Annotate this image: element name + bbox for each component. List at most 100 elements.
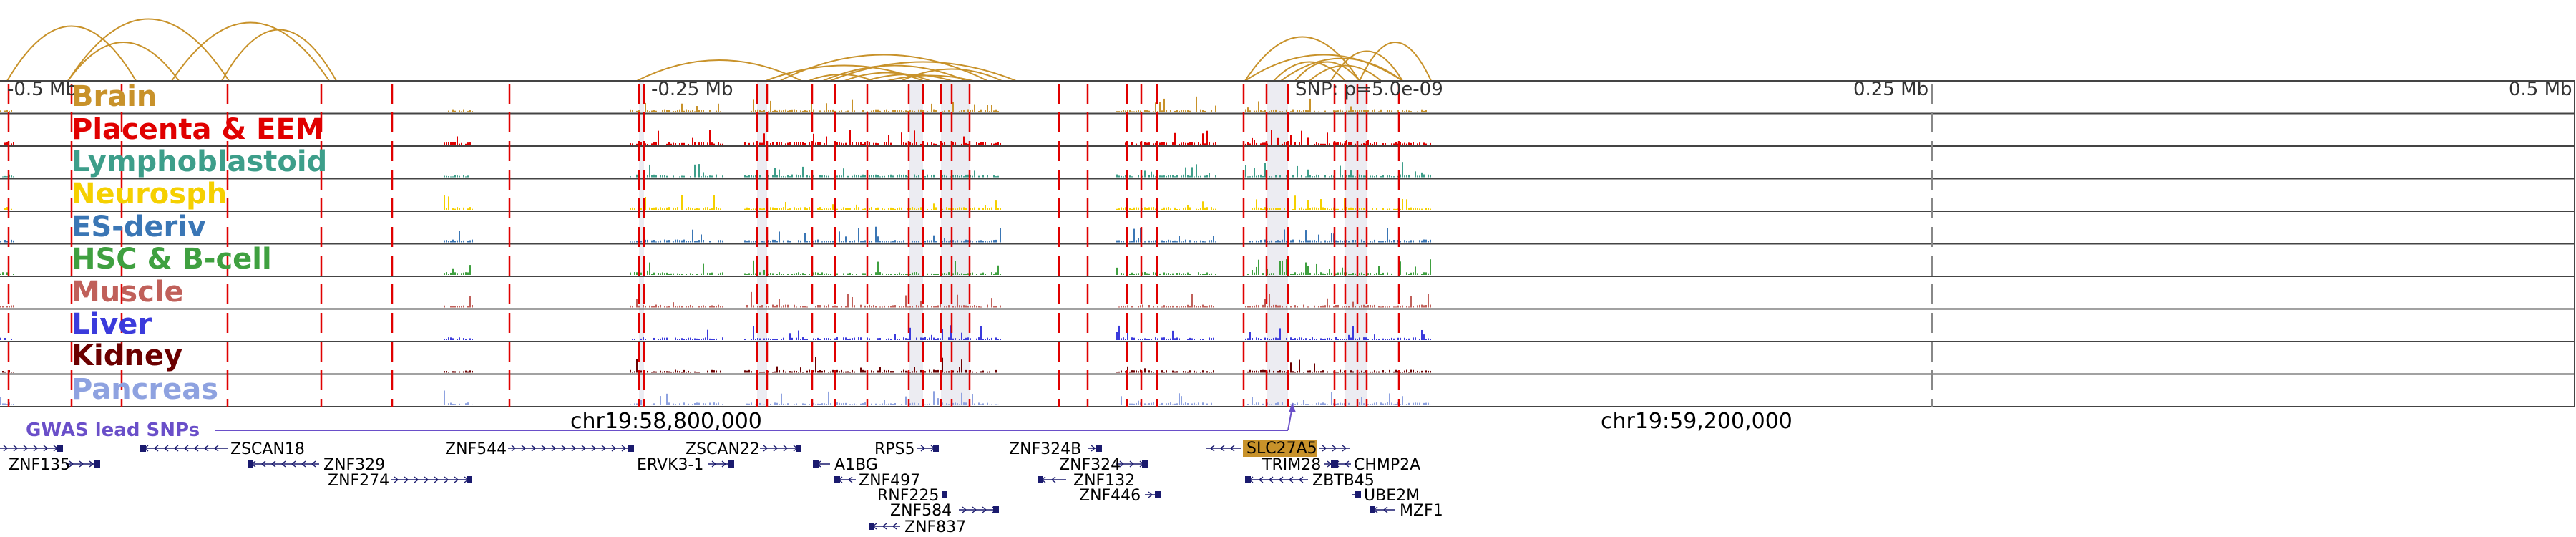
- signal-peak: [841, 110, 842, 112]
- gene-ube2m[interactable]: UBE2M: [1352, 487, 1420, 505]
- signal-peak: [688, 143, 689, 145]
- gene-mzf1[interactable]: MZF1: [1370, 502, 1443, 520]
- signal-peak: [1185, 142, 1186, 145]
- gene-ervk3-1[interactable]: ERVK3-1: [637, 456, 734, 474]
- gene-znf324b[interactable]: ZNF324B: [1009, 440, 1102, 458]
- signal-peak: [774, 371, 776, 373]
- signal-peak: [4, 208, 6, 210]
- signal-peak: [781, 142, 782, 145]
- gene-znf497[interactable]: ZNF497: [834, 472, 920, 490]
- signal-peak: [852, 296, 853, 308]
- signal-peak: [1249, 241, 1251, 243]
- signal-peak: [711, 272, 713, 275]
- signal-peak: [2, 370, 4, 373]
- signal-peak: [978, 142, 980, 145]
- signal-peak: [1209, 305, 1210, 308]
- signal-peak: [1376, 272, 1377, 275]
- gene-exon: [728, 460, 734, 468]
- signal-peak: [467, 142, 469, 145]
- signal-peak: [1309, 208, 1311, 210]
- signal-peak: [1425, 239, 1427, 243]
- signal-peak: [720, 143, 721, 145]
- gene-znf544[interactable]: ZNF544: [445, 440, 634, 458]
- gene-a1bg[interactable]: A1BG: [813, 456, 878, 474]
- gene-zbtb45[interactable]: ZBTB45: [1245, 472, 1375, 490]
- signal-peak: [927, 305, 928, 308]
- signal-peak: [1389, 239, 1390, 243]
- gene-zscan18[interactable]: ZSCAN18: [140, 440, 305, 458]
- gene-exon: [140, 445, 146, 452]
- signal-peak: [935, 306, 937, 308]
- gene-znf135[interactable]: ZNF135: [9, 456, 100, 474]
- signal-peak: [972, 109, 973, 112]
- signal-peak: [679, 240, 680, 243]
- signal-peak: [720, 240, 721, 243]
- signal-peak: [1133, 274, 1135, 275]
- signal-peak: [967, 306, 969, 308]
- signal-peak: [914, 272, 915, 275]
- signal-peak: [0, 241, 1, 243]
- signal-peak: [1275, 109, 1277, 112]
- gene-zscan22[interactable]: ZSCAN22: [686, 440, 801, 458]
- signal-peak: [1297, 274, 1298, 275]
- gene-znf446[interactable]: ZNF446: [1079, 487, 1161, 505]
- gene-rnf225[interactable]: RNF225: [877, 487, 947, 505]
- signal-peak: [916, 272, 917, 275]
- signal-peak: [694, 371, 696, 373]
- signal-peak: [796, 403, 797, 405]
- interaction-arc: [1309, 64, 1382, 82]
- signal-peak: [1284, 371, 1285, 373]
- signal-peak: [748, 403, 750, 405]
- signal-peak: [655, 304, 657, 308]
- signal-peak: [845, 236, 847, 243]
- signal-peak: [1254, 305, 1255, 308]
- gene-znf132[interactable]: ZNF132: [1038, 472, 1135, 490]
- strand-chevron: [454, 476, 459, 483]
- gene-rps5[interactable]: RPS5: [874, 440, 939, 458]
- signal-peak: [1297, 110, 1298, 112]
- signal-peak: [914, 174, 915, 178]
- signal-peak: [761, 111, 763, 112]
- signal-peak: [1183, 241, 1184, 243]
- signal-peak: [841, 208, 842, 210]
- signal-peak: [955, 208, 956, 210]
- signal-peak: [1413, 142, 1414, 145]
- signal-peak: [815, 142, 816, 145]
- signal-peak: [963, 110, 965, 112]
- gene-znf837[interactable]: ZNF837: [869, 518, 966, 536]
- signal-peak: [905, 175, 907, 178]
- signal-peak: [1404, 175, 1405, 178]
- gene-znf584[interactable]: ZNF584: [890, 502, 999, 520]
- signal-peak: [1121, 241, 1122, 243]
- signal-peak: [897, 208, 898, 210]
- signal-peak: [858, 337, 859, 340]
- interaction-arc: [1359, 42, 1432, 82]
- signal-peak: [1327, 207, 1328, 210]
- interaction-arc: [171, 21, 330, 82]
- signal-peak: [811, 103, 812, 112]
- signal-peak: [1297, 165, 1298, 178]
- signal-peak: [806, 306, 808, 308]
- signal-peak: [826, 136, 827, 145]
- signal-peak: [1142, 175, 1143, 178]
- signal-peak: [970, 110, 971, 112]
- signal-peak: [997, 208, 999, 210]
- signal-peak: [1324, 403, 1326, 405]
- gene-chmp2a[interactable]: CHMP2A: [1331, 456, 1420, 474]
- signal-peak: [815, 240, 816, 243]
- gene-slc27a5[interactable]: SLC27A5: [1206, 440, 1350, 458]
- signal-peak: [1131, 208, 1133, 210]
- signal-peak: [912, 143, 913, 145]
- signal-peak: [860, 304, 862, 308]
- gene-znf324[interactable]: ZNF324: [1059, 456, 1148, 474]
- signal-peak: [1290, 274, 1292, 275]
- gene-1[interactable]: 1: [0, 440, 63, 458]
- signal-peak: [1363, 274, 1365, 275]
- gene-znf329[interactable]: ZNF329: [248, 456, 385, 474]
- signal-peak: [993, 240, 995, 243]
- signal-peak: [1247, 404, 1249, 405]
- gene-znf274[interactable]: ZNF274: [328, 472, 472, 490]
- signal-peak: [982, 339, 984, 340]
- signal-peak: [867, 306, 868, 308]
- signal-peak: [1400, 261, 1401, 275]
